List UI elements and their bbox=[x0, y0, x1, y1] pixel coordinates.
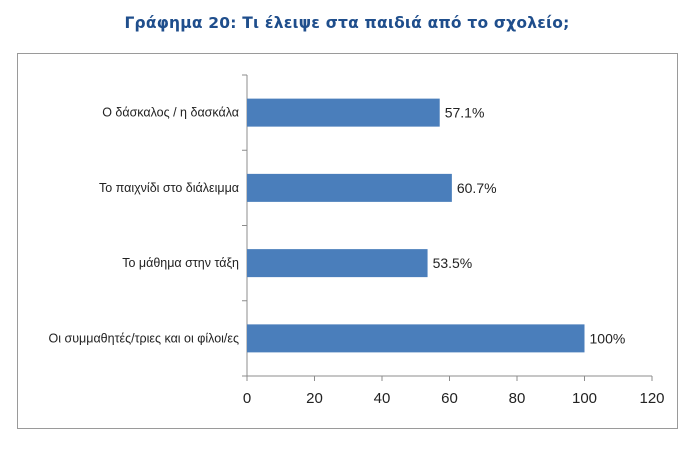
category-label: Οι συμμαθητές/τριες και οι φίλοι/ες bbox=[49, 331, 239, 345]
x-tick-label: 80 bbox=[509, 390, 526, 407]
bar bbox=[247, 173, 452, 202]
data-label: 100% bbox=[590, 330, 626, 346]
data-label: 57.1% bbox=[445, 105, 485, 121]
x-tick-label: 0 bbox=[243, 390, 251, 407]
bar bbox=[247, 249, 428, 278]
x-tick-label: 40 bbox=[374, 390, 391, 407]
x-tick-label: 60 bbox=[441, 390, 458, 407]
bar bbox=[247, 324, 585, 353]
data-label: 53.5% bbox=[433, 255, 473, 271]
category-label: Το παιχνίδι στο διάλειμμα bbox=[99, 181, 239, 195]
bar bbox=[247, 98, 440, 127]
category-label: Ο δάσκαλος / η δασκάλα bbox=[102, 106, 239, 120]
chart-frame bbox=[17, 53, 678, 429]
category-label: Το μάθημα στην τάξη bbox=[122, 256, 239, 270]
x-tick-label: 100 bbox=[572, 390, 597, 407]
chart-title: Γράφημα 20: Τι έλειψε στα παιδιά από το … bbox=[124, 14, 570, 32]
x-tick-label: 20 bbox=[306, 390, 323, 407]
x-tick-label: 120 bbox=[639, 390, 664, 407]
data-label: 60.7% bbox=[457, 180, 497, 196]
